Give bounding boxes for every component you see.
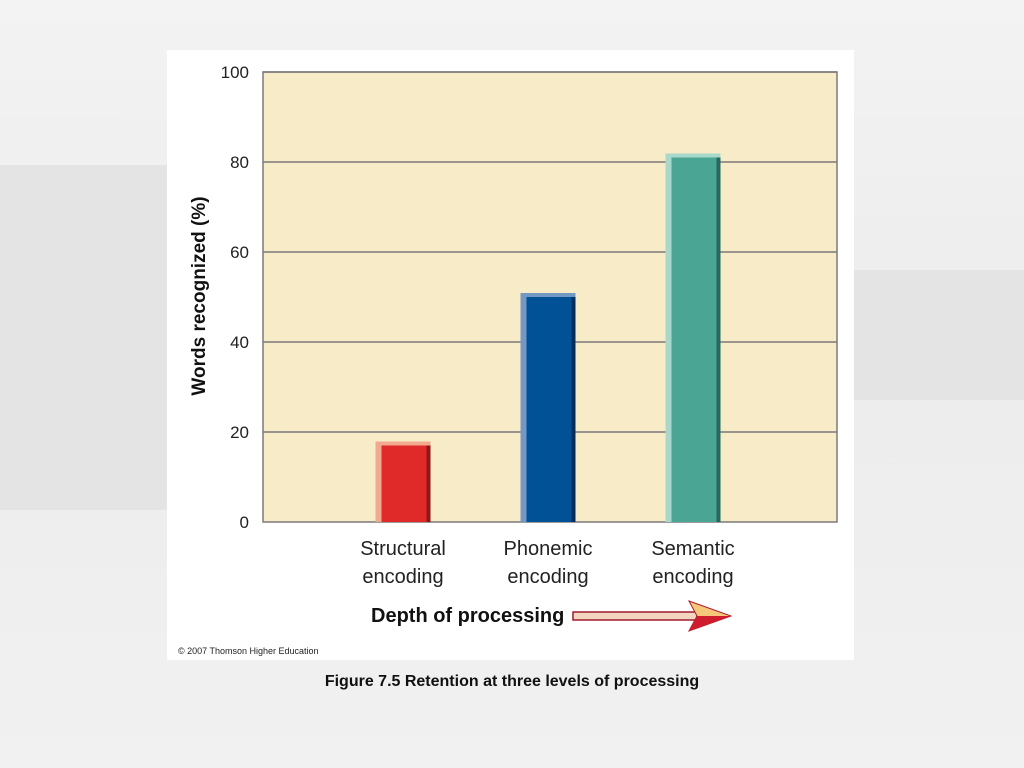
- x-category-label: encoding: [507, 566, 588, 588]
- y-tick-label: 100: [221, 63, 249, 82]
- figure-caption: Figure 7.5 Retention at three levels of …: [324, 673, 700, 690]
- x-axis-label: Depth of processing: [371, 605, 564, 627]
- y-tick-label: 60: [230, 243, 249, 262]
- y-axis-label: Words recognized (%): [189, 196, 210, 395]
- x-category-label: encoding: [652, 566, 733, 588]
- x-category-label: Phonemic: [504, 538, 593, 560]
- y-tick-label: 20: [230, 423, 249, 442]
- y-tick-label: 40: [230, 333, 249, 352]
- background-band-left: [0, 165, 167, 510]
- y-tick-labels: 0 20 40 60 80 100: [221, 63, 249, 532]
- x-category-label: Semantic: [651, 538, 734, 560]
- x-category-label: Structural: [360, 538, 446, 560]
- x-category-labels: Structural encoding Phonemic encoding Semant…: [360, 538, 734, 588]
- x-category-label: encoding: [362, 566, 443, 588]
- bar-chart: 0 20 40 60 80 100 Structural encoding Phonemic e…: [189, 63, 838, 632]
- chart-panel: 0 20 40 60 80 100 Structural encoding Phonemic e…: [167, 50, 854, 660]
- bar: [520, 293, 576, 522]
- background-band-right: [854, 270, 1024, 400]
- bar: [375, 441, 431, 522]
- y-tick-label: 80: [230, 153, 249, 172]
- bars: [375, 153, 721, 522]
- bar: [665, 153, 721, 522]
- depth-arrow-icon: [572, 600, 733, 632]
- copyright-text: © 2007 Thomson Higher Education: [178, 646, 319, 656]
- y-tick-label: 0: [240, 513, 249, 532]
